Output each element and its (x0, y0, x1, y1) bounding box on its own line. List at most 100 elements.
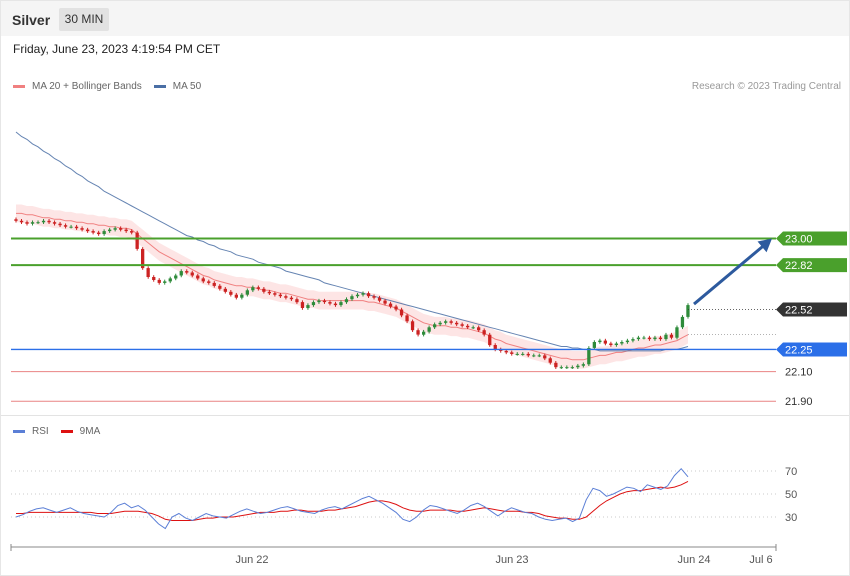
candle (311, 302, 316, 306)
candle (262, 288, 266, 292)
candle (631, 339, 635, 341)
rsi-tick-70: 70 (785, 466, 797, 478)
candle (174, 275, 178, 279)
forecast-arrow (693, 243, 766, 306)
candle (636, 337, 641, 340)
candle (196, 275, 200, 279)
candle (344, 299, 349, 303)
candle (504, 350, 508, 353)
candle (543, 355, 547, 359)
candle (80, 228, 84, 230)
level-label-23.00: 23.00 (785, 234, 813, 246)
candle (69, 226, 73, 228)
candle (482, 330, 486, 335)
candle (289, 297, 294, 300)
candle (251, 287, 255, 291)
candle (135, 232, 139, 249)
ma20-swatch (13, 85, 25, 88)
candle (515, 353, 519, 355)
level-tag-22.82 (776, 258, 847, 273)
level-tag-22.25 (776, 342, 847, 357)
candle (388, 303, 393, 307)
candle (36, 222, 40, 224)
candle (295, 299, 299, 303)
rsi-swatch (13, 430, 25, 433)
candle (350, 296, 354, 300)
candle (124, 229, 128, 232)
candle (554, 362, 558, 368)
candle (603, 340, 607, 344)
symbol-title: Silver (12, 12, 51, 28)
candle (168, 278, 172, 282)
candle (256, 287, 260, 289)
candle (102, 231, 106, 235)
level-label-22.10: 22.10 (785, 367, 813, 379)
candle (526, 353, 530, 356)
candle (680, 316, 685, 328)
candle (653, 337, 657, 340)
x-tick-label: Jun 23 (495, 554, 528, 566)
candle (565, 367, 569, 369)
legend-ma20-label: MA 20 + Bollinger Bands (32, 81, 142, 92)
candle (234, 294, 238, 298)
candle (328, 302, 332, 304)
level-label-22.82: 22.82 (785, 260, 813, 272)
candle (592, 342, 596, 348)
ma50-swatch (153, 85, 166, 88)
candle (377, 297, 382, 301)
candle (179, 271, 183, 276)
candle (466, 325, 470, 328)
timeframe-button[interactable]: 30 MIN (59, 8, 109, 31)
candle (273, 293, 277, 295)
rsi-9ma-line (16, 480, 689, 521)
candle (669, 334, 674, 338)
candle (460, 324, 464, 326)
candle (620, 342, 624, 344)
candle (333, 303, 338, 306)
rsi-line (15, 467, 689, 530)
pane-divider (1, 415, 849, 416)
candle (361, 293, 365, 295)
legend-ma50-label: MA 50 (172, 81, 202, 92)
candle (576, 365, 580, 368)
candle (284, 296, 288, 298)
copyright-text: Research © 2023 Trading Central (691, 81, 841, 92)
x-tick-label: Jul 6 (749, 554, 772, 566)
legend-ma20: MA 20 + Bollinger Bands (13, 81, 142, 92)
candle (14, 219, 18, 221)
rsi-tick-50: 50 (785, 489, 797, 501)
forecast-arrowhead (757, 238, 772, 253)
legend-9ma-label: 9MA (79, 426, 101, 437)
candle (532, 355, 536, 357)
candle (201, 278, 205, 282)
candle (427, 327, 431, 332)
candle (609, 343, 613, 345)
candle (647, 337, 652, 340)
candle (488, 334, 492, 346)
candle (86, 229, 90, 232)
candle (267, 291, 271, 294)
candle (130, 231, 134, 233)
candle (449, 321, 453, 323)
candle (570, 367, 574, 369)
candle (245, 290, 249, 295)
candle (47, 220, 51, 223)
top-bar: Silver 30 MIN (1, 1, 849, 36)
candle (477, 327, 481, 331)
candle (152, 277, 156, 280)
candle (355, 294, 360, 297)
candle (240, 294, 244, 298)
candle (405, 315, 409, 322)
candle (510, 352, 514, 354)
candle (185, 271, 189, 273)
candle (537, 355, 541, 357)
legend-rsi: RSI (13, 426, 49, 437)
candle (614, 343, 618, 345)
candle (548, 358, 552, 363)
candle (30, 222, 35, 224)
candle (438, 322, 442, 325)
candle (229, 291, 233, 295)
candle (157, 279, 161, 283)
candle (119, 228, 123, 230)
